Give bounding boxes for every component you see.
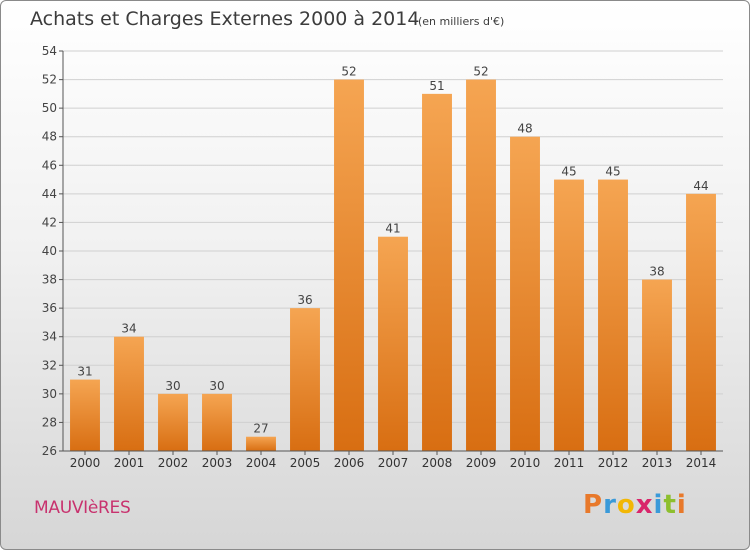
- y-tick-label: 54: [42, 44, 57, 58]
- data-label: 48: [517, 122, 532, 136]
- data-label: 41: [385, 222, 400, 236]
- y-tick-label: 44: [42, 187, 57, 201]
- bar-2000: [70, 379, 100, 451]
- data-label: 31: [77, 365, 92, 379]
- y-tick-label: 28: [42, 415, 57, 429]
- chart-title: Achats et Charges Externes 2000 à 2014: [30, 8, 420, 30]
- bar-2010: [510, 136, 540, 451]
- data-label: 51: [429, 79, 444, 93]
- data-label: 34: [121, 322, 136, 336]
- chart-subtitle: (en milliers d'€): [418, 15, 505, 28]
- x-tick-label: 2003: [202, 456, 233, 470]
- y-tick-label: 52: [42, 73, 57, 87]
- y-tick-label: 26: [42, 444, 57, 458]
- x-tick-label: 2012: [598, 456, 629, 470]
- bar-2011: [554, 179, 584, 452]
- town-name: MAUVIèRES: [34, 498, 131, 518]
- x-tick-label: 2002: [158, 456, 189, 470]
- data-label: 27: [253, 422, 268, 436]
- y-tick-label: 38: [42, 273, 57, 287]
- bars: 31 34 30 30 27 36 52 41 51 52 48 45 45 38 44: [70, 65, 716, 452]
- y-tick-label: 40: [42, 244, 57, 258]
- y-tick-label: 30: [42, 387, 57, 401]
- bar-2002: [158, 393, 188, 451]
- data-label: 38: [649, 265, 664, 279]
- bar-2009: [466, 79, 496, 452]
- bar-2006: [334, 79, 364, 452]
- proxiti-logo: Proxiti: [583, 490, 687, 520]
- y-tick-label: 32: [42, 358, 57, 372]
- bar-2008: [422, 93, 452, 451]
- y-tick-label: 46: [42, 158, 57, 172]
- bar-2014: [686, 193, 716, 451]
- data-label: 30: [209, 379, 224, 393]
- data-label: 36: [297, 293, 312, 307]
- data-label: 30: [165, 379, 180, 393]
- y-tick-label: 50: [42, 101, 57, 115]
- bar-2007: [378, 236, 408, 451]
- x-tick-label: 2005: [290, 456, 321, 470]
- data-label: 44: [693, 179, 708, 193]
- x-tick-label: 2010: [510, 456, 541, 470]
- bar-2012: [598, 179, 628, 452]
- x-tick-label: 2011: [554, 456, 585, 470]
- data-label: 52: [473, 65, 488, 79]
- x-tick-label: 2000: [70, 456, 101, 470]
- bar-2003: [202, 393, 232, 451]
- x-tick-label: 2007: [378, 456, 409, 470]
- bar-2001: [114, 336, 144, 451]
- x-tick-label: 2001: [114, 456, 145, 470]
- x-tick-label: 2009: [466, 456, 497, 470]
- data-label: 52: [341, 65, 356, 79]
- bar-2013: [642, 279, 672, 451]
- y-tick-label: 36: [42, 301, 57, 315]
- x-tick-label: 2014: [686, 456, 717, 470]
- x-tick-label: 2004: [246, 456, 277, 470]
- x-tick-label: 2013: [642, 456, 673, 470]
- axes: 26 28 30 32 34 36 38 40 42 44 46 48 50 52 54 2000 2001 20…: [42, 44, 723, 470]
- x-tick-label: 2008: [422, 456, 453, 470]
- y-tick-label: 34: [42, 330, 57, 344]
- y-tick-label: 42: [42, 215, 57, 229]
- data-label: 45: [605, 165, 620, 179]
- y-tick-label: 48: [42, 130, 57, 144]
- x-tick-label: 2006: [334, 456, 365, 470]
- bar-2004: [246, 436, 276, 451]
- bar-2005: [290, 308, 320, 451]
- data-label: 45: [561, 165, 576, 179]
